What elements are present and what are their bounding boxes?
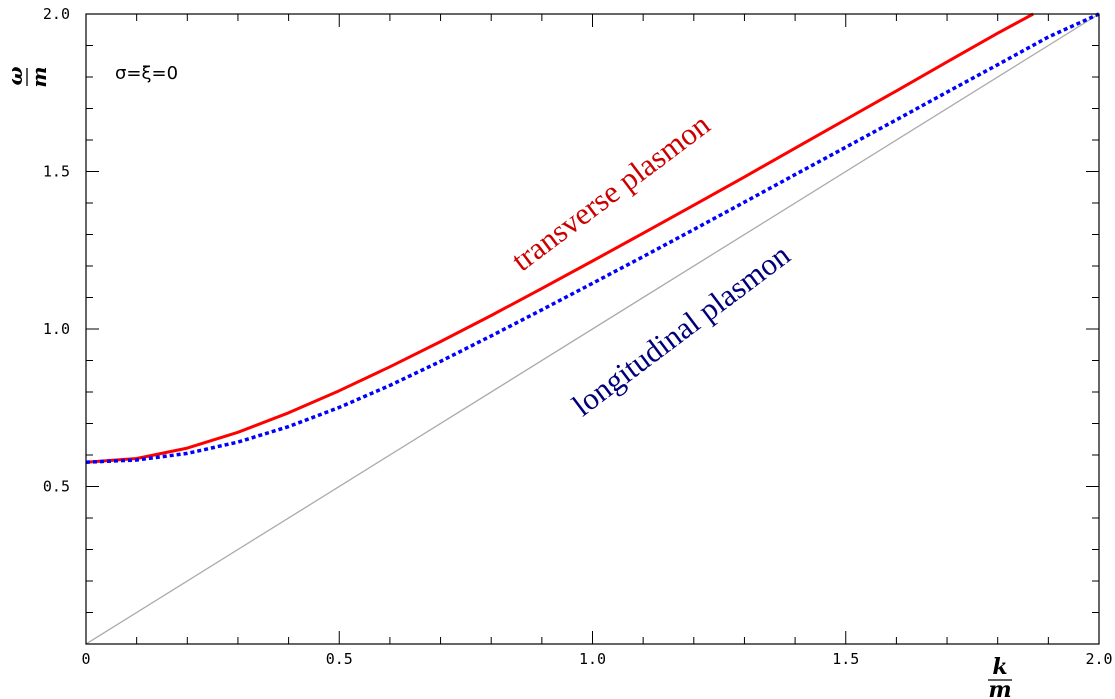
x-axis-label-denominator: m [988, 677, 1011, 699]
series-longitudinal-plasmon [85, 12, 1100, 464]
x-axis-label: k m [988, 654, 1012, 699]
parameter-label: σ=ξ=0 [115, 63, 178, 84]
y-axis-label-denominator: m [27, 66, 51, 87]
x-tick-label: 2.0 [1085, 650, 1112, 668]
x-tick-label: 0.5 [326, 650, 353, 668]
y-tick-label: 1.0 [43, 320, 70, 338]
y-tick-label: 0.5 [43, 478, 70, 496]
x-tick-label: 0 [81, 650, 90, 668]
y-axis-label: ω m [3, 66, 51, 87]
x-axis-label-numerator: k [992, 654, 1007, 680]
y-axis-label-numerator: ω [3, 66, 27, 85]
series-transverse-plasmon [85, 12, 1034, 464]
y-tick-label: 2.0 [43, 5, 70, 23]
annotation-longitudinal-plasmon: longitudinal plasmon [566, 236, 797, 422]
series-layer [85, 12, 1100, 645]
y-tick-label: 1.5 [43, 163, 70, 181]
reference-line [85, 13, 1100, 645]
x-tick-label: 1.0 [579, 650, 606, 668]
plot-frame [85, 13, 1100, 645]
x-tick-label: 1.5 [832, 650, 859, 668]
